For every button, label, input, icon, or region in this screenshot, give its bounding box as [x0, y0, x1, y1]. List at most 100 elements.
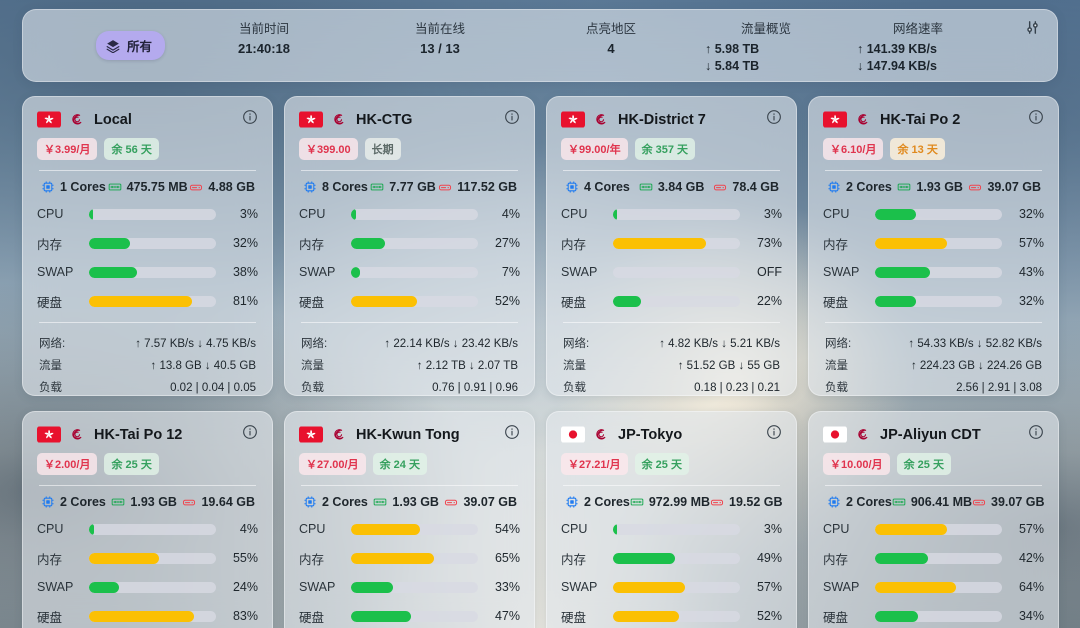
metric-value-memory: 57%: [1018, 236, 1044, 250]
card-header: HK-CTG: [299, 109, 520, 130]
header-stat-online: 当前在线 13 / 13: [355, 16, 525, 56]
filter-chip-all[interactable]: 所有: [96, 31, 166, 60]
metric-value-disk: 34%: [1018, 609, 1044, 623]
debian-icon: [72, 429, 82, 440]
metric-label-cpu: CPU: [561, 522, 588, 536]
metric-fill-disk: [875, 610, 919, 622]
stat-key-network: 网络:: [301, 338, 328, 350]
metric-fill-swap: [351, 581, 393, 593]
metric-track-memory: [89, 237, 216, 249]
info-icon[interactable]: [504, 424, 520, 445]
metric-row-disk: 硬盘 32%: [823, 290, 1044, 312]
metric-fill-swap: [89, 266, 138, 278]
card-specs: 4 Cores 3.84 GB 78.4 GB: [561, 180, 782, 194]
price-tag: ￥10.00/月: [823, 453, 890, 475]
stat-line-load: 负载 0.18 | 0.23 | 0.21: [561, 376, 782, 395]
metric-label-cpu: CPU: [561, 207, 588, 221]
metric-value-swap: 24%: [232, 580, 258, 594]
server-card[interactable]: JP-Aliyun CDT ￥10.00/月余 25 天 2 Cores 906.41…: [808, 411, 1059, 628]
expiry-tag: 余 13 天: [890, 138, 945, 160]
memory-icon: [370, 183, 384, 191]
metric-value-swap: 64%: [1018, 580, 1044, 594]
server-card[interactable]: HK-Tai Po 2 ￥6.10/月余 13 天 2 Cores 1.93 GB 39…: [808, 96, 1059, 396]
metric-value-disk: 83%: [232, 609, 258, 623]
card-divider: [825, 170, 1042, 171]
metric-track-cpu: [875, 523, 1002, 535]
info-icon[interactable]: [766, 424, 782, 445]
stat-line-network: 网络: ↑ 7.57 KB/s ↓ 4.75 KB/s: [37, 332, 258, 354]
expiry-tag: 余 25 天: [634, 453, 689, 475]
server-card[interactable]: HK-Tai Po 12 ￥2.00/月余 25 天 2 Cores 1.93 GB 1…: [22, 411, 273, 628]
metric-row-memory: 内存 57%: [823, 232, 1044, 254]
server-name: HK-Kwun Tong: [356, 426, 460, 443]
cpu-icon: [566, 181, 578, 193]
stat-key-traffic: 流量: [301, 360, 324, 372]
metric-track-cpu: [613, 208, 740, 220]
spec-disk-value: 117.52 GB: [457, 180, 517, 194]
disk-icon: [969, 184, 982, 191]
spec-memory-value: 1.93 GB: [916, 180, 963, 194]
info-icon[interactable]: [1028, 109, 1044, 130]
metric-track-swap: [613, 266, 740, 278]
card-tags: ￥27.00/月余 24 天: [299, 453, 520, 475]
metric-fill-cpu: [89, 208, 93, 220]
metric-label-disk: 硬盘: [299, 295, 325, 310]
metric-label-cpu: CPU: [299, 207, 326, 221]
disk-icon: [714, 184, 727, 191]
expiry-tag: 余 25 天: [896, 453, 951, 475]
metric-track-swap: [351, 266, 478, 278]
expiry-tag: 余 357 天: [634, 138, 696, 160]
stat-line-network: 网络: ↑ 22.14 KB/s ↓ 23.42 KB/s: [299, 332, 520, 354]
debian-icon: [334, 429, 344, 440]
sliders-icon[interactable]: [1021, 19, 1043, 45]
info-icon[interactable]: [242, 109, 258, 130]
spec-disk-value: 4.88 GB: [208, 180, 255, 194]
metric-bars: CPU 4% 内存 27% SWAP 7% 硬盘 52%: [299, 203, 520, 312]
server-card[interactable]: HK-District 7 ￥99.00/年余 357 天 4 Cores 3.84 …: [546, 96, 797, 396]
expiry-tag: 余 25 天: [104, 453, 159, 475]
spec-cores-value: 2 Cores: [60, 495, 106, 509]
metric-track-cpu: [351, 523, 478, 535]
metric-fill-memory: [89, 237, 130, 249]
metric-label-cpu: CPU: [37, 207, 64, 221]
metric-fill-cpu: [89, 523, 95, 535]
card-specs: 8 Cores 7.77 GB 117.52 GB: [299, 180, 520, 194]
metric-value-memory: 73%: [756, 236, 782, 250]
metric-label-memory: 内存: [37, 237, 63, 252]
stat-line-traffic: 流量 ↑ 51.52 GB ↓ 55 GB: [561, 354, 782, 376]
info-icon[interactable]: [504, 109, 520, 130]
card-specs: 2 Cores 972.99 MB 19.52 GB: [561, 495, 783, 509]
metric-value-cpu: 57%: [1018, 522, 1044, 536]
card-header: HK-Kwun Tong: [299, 424, 520, 445]
server-card[interactable]: HK-Kwun Tong ￥27.00/月余 24 天 2 Cores 1.93 GB…: [284, 411, 535, 628]
stat-key-load: 负载: [563, 382, 586, 394]
metric-bars: CPU 4% 内存 55% SWAP 24% 硬盘 83%: [37, 518, 258, 627]
server-card[interactable]: JP-Tokyo ￥27.21/月余 25 天 2 Cores 972.99 MB 19…: [546, 411, 797, 628]
server-card[interactable]: Local ￥3.99/月余 56 天 1 Cores 475.75 MB 4.88 G…: [22, 96, 273, 396]
card-divider-2: [825, 322, 1042, 323]
metric-fill-cpu: [875, 523, 948, 535]
metric-fill-memory: [613, 552, 676, 564]
metric-track-disk: [875, 295, 1002, 307]
metric-row-cpu: CPU 4%: [37, 518, 258, 540]
card-header: HK-Tai Po 2: [823, 109, 1044, 130]
server-card[interactable]: HK-CTG ￥399.00 长期 8 Cores 7.77 GB 117.52 GB CP…: [284, 96, 535, 396]
card-divider: [39, 170, 256, 171]
disk-icon: [183, 499, 196, 506]
hk-flag-icon: [37, 111, 61, 128]
metric-track-memory: [351, 552, 478, 564]
spec-cores: 2 Cores: [565, 495, 630, 509]
card-header: JP-Aliyun CDT: [823, 424, 1044, 445]
metric-value-disk: 47%: [494, 609, 520, 623]
info-icon[interactable]: [1028, 424, 1044, 445]
spec-cores-value: 8 Cores: [322, 180, 368, 194]
metric-track-disk: [875, 610, 1002, 622]
header-stats: 当前时间 21:40:18 当前在线 13 / 13 点亮地区 4 流量概览 ↑…: [165, 16, 1021, 75]
cpu-icon: [42, 496, 54, 508]
metric-label-swap: SWAP: [299, 580, 336, 594]
info-icon[interactable]: [242, 424, 258, 445]
info-icon[interactable]: [766, 109, 782, 130]
metric-value-memory: 55%: [232, 551, 258, 565]
expiry-tag: 长期: [364, 138, 401, 160]
stat-line-traffic: 流量 ↑ 224.23 GB ↓ 224.26 GB: [823, 354, 1044, 376]
